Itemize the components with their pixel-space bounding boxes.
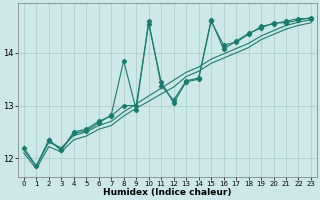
X-axis label: Humidex (Indice chaleur): Humidex (Indice chaleur) [103,188,232,197]
